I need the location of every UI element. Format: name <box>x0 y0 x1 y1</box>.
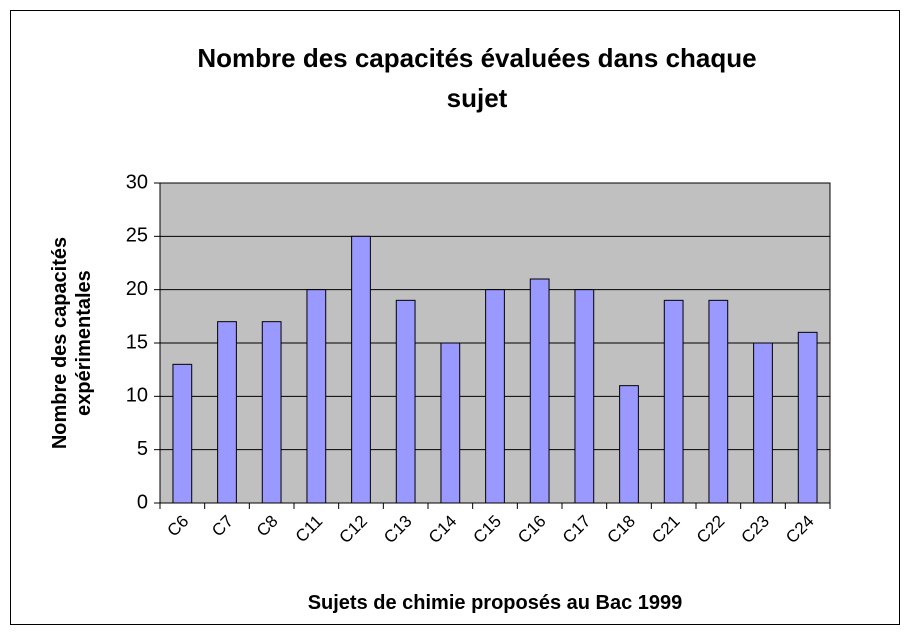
bar <box>261 321 282 504</box>
bar <box>440 342 461 504</box>
y-axis-label: Nombre des capacités expérimentales <box>49 236 95 450</box>
bar <box>485 289 505 504</box>
bar <box>172 363 193 504</box>
bar <box>306 289 327 504</box>
bar <box>708 299 729 504</box>
y-tick-label: 30 <box>126 171 148 193</box>
x-axis-label: Sujets de chimie proposés au Bac 1999 <box>307 592 683 614</box>
bar <box>797 331 818 504</box>
bar <box>351 235 371 504</box>
bar <box>529 278 550 504</box>
bar <box>217 321 237 504</box>
bar <box>574 289 595 504</box>
y-tick-label: 5 <box>137 438 148 460</box>
chart-title: Nombre des capacités évaluées dans chaqu… <box>197 43 757 113</box>
bar <box>395 299 416 504</box>
y-tick-label: 25 <box>126 225 148 247</box>
y-tick-label: 10 <box>126 385 148 407</box>
bar <box>619 385 639 504</box>
y-tick-label: 15 <box>126 331 148 353</box>
bar <box>753 342 773 504</box>
bar <box>663 299 684 504</box>
y-tick-label: 20 <box>126 278 148 300</box>
y-tick-label: 0 <box>137 491 148 513</box>
